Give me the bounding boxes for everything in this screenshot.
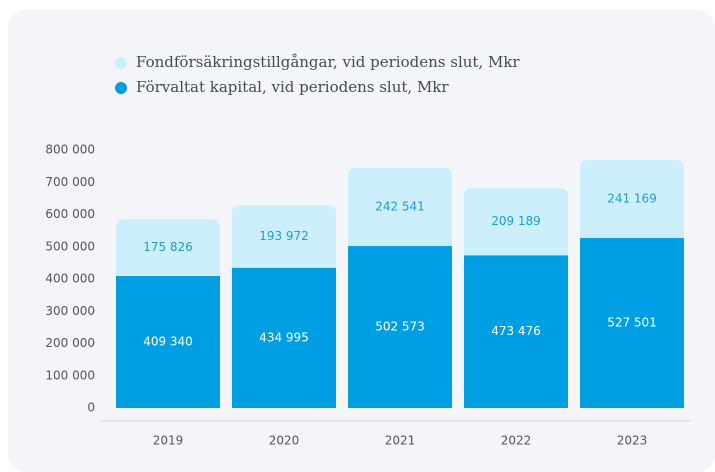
legend-swatch [115, 57, 127, 69]
bar-segment [232, 267, 336, 408]
y-tick-label: 100 000 [45, 368, 95, 382]
y-tick-label: 200 000 [45, 336, 95, 350]
x-tick-label: 2022 [501, 434, 532, 448]
value-label: 527 501 [607, 315, 657, 329]
bar-segment [116, 275, 220, 408]
value-label: 409 340 [143, 334, 193, 348]
value-label: 434 995 [259, 330, 309, 344]
value-label: 473 476 [491, 324, 541, 338]
value-label: 242 541 [375, 199, 425, 213]
bar-segment [348, 245, 452, 408]
x-tick-label: 2020 [269, 434, 300, 448]
y-tick-label: 600 000 [45, 207, 95, 221]
bar-segment [580, 160, 684, 238]
y-tick-label: 700 000 [45, 175, 95, 189]
value-label: 175 826 [143, 240, 193, 254]
x-tick-label: 2021 [385, 434, 416, 448]
value-label: 502 573 [375, 319, 425, 333]
legend-label: Förvaltat kapital, vid periodens slut, M… [136, 78, 449, 96]
x-tick-label: 2019 [153, 434, 184, 448]
bar-segment [464, 255, 568, 408]
value-label: 209 189 [491, 214, 541, 228]
x-tick-label: 2023 [617, 434, 648, 448]
legend-label: Fondförsäkringstillgångar, vid periodens… [136, 53, 520, 71]
value-label: 241 169 [607, 191, 657, 205]
bar-segment [116, 219, 220, 276]
y-tick-label: 400 000 [45, 272, 95, 286]
value-label: 193 972 [259, 229, 309, 243]
y-tick-label: 500 000 [45, 239, 95, 253]
bar-segment [580, 237, 684, 408]
bar-segment [348, 167, 452, 246]
y-tick-label: 0 [87, 401, 95, 415]
y-tick-label: 300 000 [45, 304, 95, 318]
y-tick-label: 800 000 [45, 143, 95, 157]
legend-swatch [115, 82, 127, 94]
bar-segment [232, 205, 336, 268]
bar-segment [464, 187, 568, 256]
